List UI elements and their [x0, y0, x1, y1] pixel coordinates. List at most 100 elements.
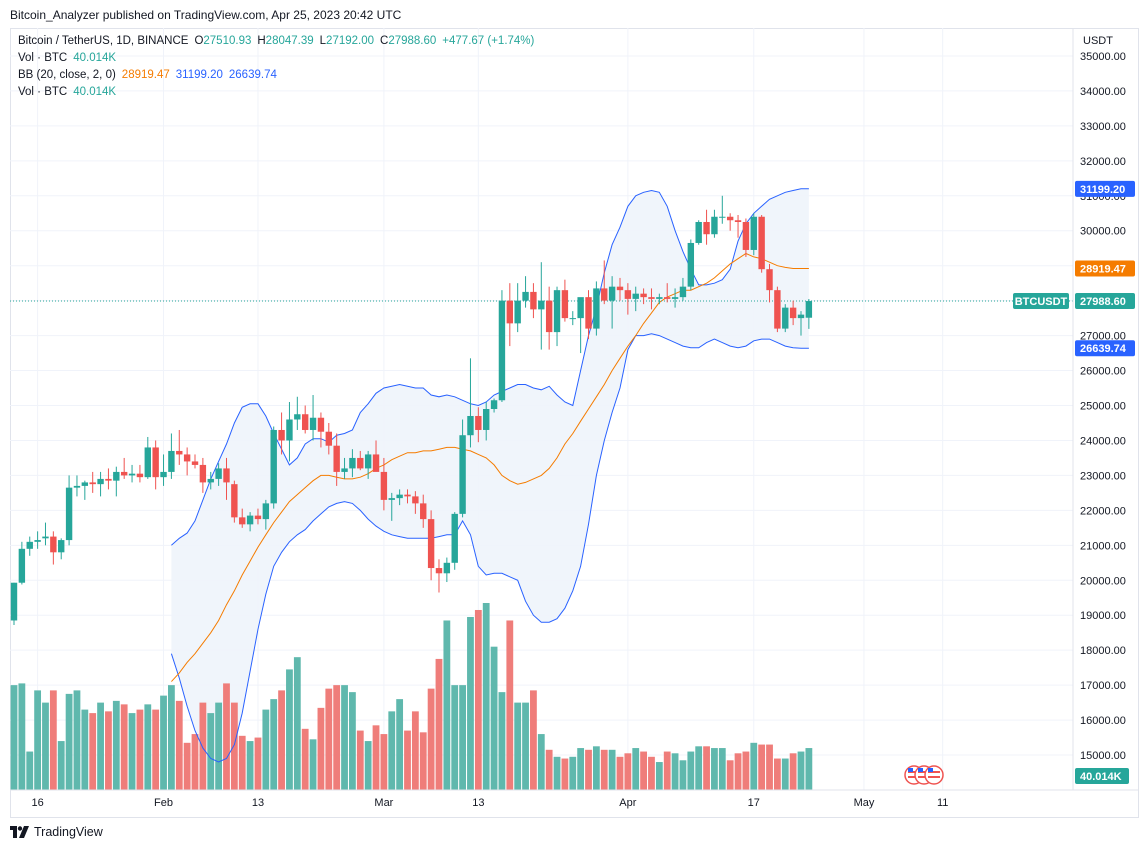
candle-body — [679, 286, 687, 298]
volume-bar — [404, 730, 411, 790]
volume-bar — [467, 616, 474, 790]
candle-body — [601, 288, 608, 301]
candle-body — [553, 290, 561, 333]
candle-body — [805, 301, 813, 318]
volume-bar — [671, 753, 679, 790]
candle-body — [695, 221, 702, 243]
candle-body — [514, 300, 521, 324]
publisher-header: Bitcoin_Analyzer published on TradingVie… — [10, 8, 402, 22]
ohlc-low: 27192.00 — [326, 35, 375, 47]
legend-bollinger: BB (20, close, 2, 0) 28919.47 31199.20 2663… — [18, 69, 283, 81]
candle-body — [349, 457, 356, 469]
candle-body — [577, 297, 584, 319]
volume-bar — [349, 692, 356, 790]
ohlc-high: 28047.39 — [265, 35, 314, 47]
bb-basis-line — [171, 252, 809, 682]
volume-bar — [758, 744, 766, 790]
volume-bar — [742, 751, 750, 790]
candle-body — [341, 468, 348, 472]
volume-label-text: 40.014K — [1080, 771, 1122, 783]
volume-bar — [781, 758, 789, 790]
candle-body — [231, 484, 238, 518]
candle-body — [34, 540, 41, 542]
volume-bar — [128, 713, 136, 790]
candle-body — [183, 454, 191, 462]
price-label-text: 26639.74 — [1080, 343, 1127, 355]
volume-bar — [341, 685, 348, 790]
bb-lower-line — [170, 333, 809, 763]
candle-body — [451, 513, 458, 563]
volume-label-box — [1075, 768, 1129, 784]
candle-body — [703, 221, 710, 235]
volume-bars — [10, 602, 813, 790]
volume-bar — [42, 702, 49, 790]
candle-body — [58, 540, 65, 553]
volume-bar — [592, 746, 600, 790]
candle-body — [569, 318, 576, 320]
volume-bar — [789, 753, 797, 790]
candle-body — [719, 216, 726, 218]
volume-bar — [687, 751, 695, 790]
time-tick-label: 13 — [252, 797, 264, 809]
candle-body — [467, 415, 474, 436]
volume-bar — [679, 760, 687, 790]
candle-body — [10, 582, 18, 621]
candle-body — [459, 435, 466, 514]
candle-body — [522, 291, 529, 301]
candle-body — [128, 473, 136, 476]
tradingview-brand: TradingView — [34, 825, 103, 839]
volume-bar — [73, 690, 81, 790]
price-tick-label: 27000.00 — [1080, 331, 1126, 343]
volume-bar — [144, 704, 152, 790]
volume-bar — [506, 620, 514, 790]
volume-bar — [223, 683, 230, 790]
time-tick-label: 17 — [748, 797, 760, 809]
candle-body — [726, 216, 734, 221]
volume-bar — [262, 709, 270, 790]
flag-stripe — [918, 771, 930, 773]
candle-body — [199, 464, 207, 483]
volume-bar — [474, 609, 482, 790]
price-tick-label: 20000.00 — [1080, 575, 1126, 587]
volume-bar — [230, 702, 238, 790]
volume-bar — [569, 756, 577, 790]
candle-body — [325, 431, 332, 446]
candle-body — [742, 221, 750, 250]
price-tick-label: 18000.00 — [1080, 645, 1126, 657]
candle-body — [239, 517, 246, 525]
candle-body — [333, 445, 340, 472]
candle-body — [270, 429, 277, 504]
ohlc-open-label: O — [194, 35, 204, 47]
candle-body — [396, 494, 403, 499]
candle-body — [301, 414, 309, 430]
candle-body — [136, 473, 144, 478]
volume-bar — [451, 685, 459, 790]
volume-bar — [175, 700, 183, 790]
candle-body — [278, 429, 285, 441]
candle-body — [561, 290, 569, 319]
price-tick-label: 22000.00 — [1080, 505, 1126, 517]
candle-body — [191, 461, 199, 465]
volume-bar — [136, 709, 144, 790]
candle-body — [443, 562, 451, 574]
candle-body — [262, 503, 270, 520]
candle-body — [223, 468, 230, 483]
candle-body — [758, 216, 765, 270]
candle-body — [50, 536, 57, 553]
volume-bar — [490, 646, 498, 790]
candle-body — [750, 216, 757, 250]
volume-bar — [411, 711, 419, 790]
candle-body — [144, 447, 151, 478]
bb-lower-value: 26639.74 — [228, 69, 277, 81]
price-tick-label: 24000.00 — [1080, 435, 1126, 447]
tradingview-logo[interactable]: TradingView — [10, 825, 103, 839]
volume-bar — [608, 749, 616, 790]
candle-body — [483, 409, 490, 430]
volume-bar — [81, 709, 89, 790]
flag-stripe — [908, 776, 920, 778]
volume-bar — [380, 734, 388, 790]
candle-body — [404, 494, 411, 497]
volume-bar — [663, 751, 671, 790]
price-tick-label: 32000.00 — [1080, 156, 1126, 168]
